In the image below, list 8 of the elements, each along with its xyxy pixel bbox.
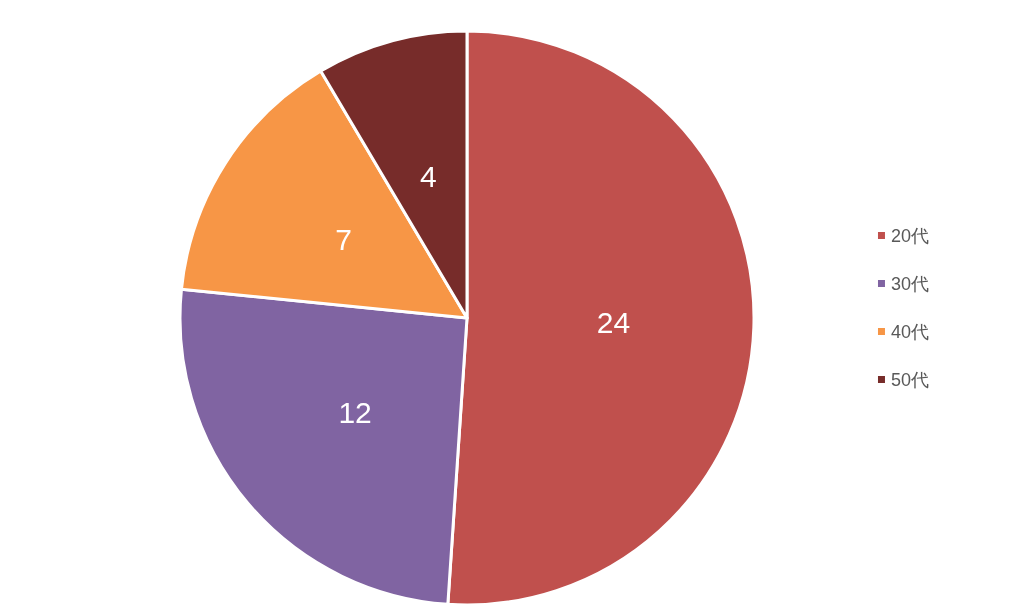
data-label: 24 [596, 306, 631, 340]
legend-label: 50代 [890, 369, 930, 390]
data-label: 7 [335, 222, 352, 256]
legend-label: 20代 [890, 225, 930, 246]
data-label: 4 [419, 160, 437, 194]
legend-label: 30代 [890, 273, 930, 294]
legend-label: 40代 [890, 321, 930, 342]
data-label: 12 [338, 396, 372, 430]
